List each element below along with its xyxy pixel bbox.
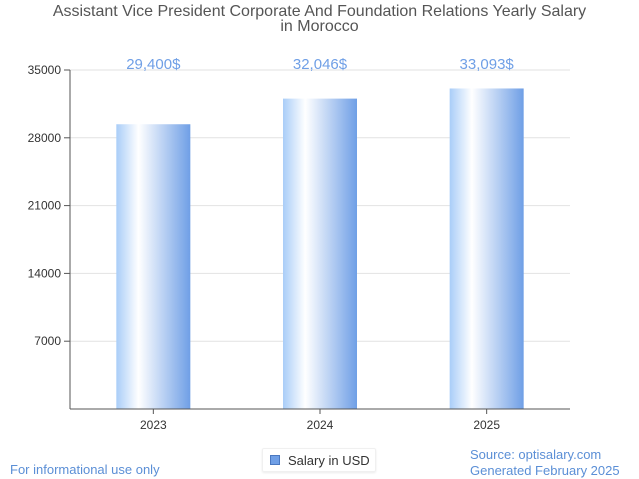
y-tick-label: 35000 — [28, 63, 62, 77]
axes: 7000 14000 21000 28000 35000 2023 2024 2025 — [28, 63, 570, 432]
x-tick-label-2023: 2023 — [140, 418, 167, 432]
legend[interactable]: Salary in USD — [262, 448, 376, 472]
data-labels: 29,400$ 32,046$ 33,093$ — [126, 56, 514, 73]
chart-title-line-1: Assistant Vice President Corporate And F… — [52, 3, 587, 20]
bar-2024 — [283, 98, 357, 409]
chart-title: Assistant Vice President Corporate And F… — [0, 3, 639, 35]
generated-text: Generated February 2025 — [470, 463, 620, 478]
x-tick-label-2024: 2024 — [307, 418, 334, 432]
legend-label: Salary in USD — [288, 452, 370, 468]
bar-2023 — [116, 124, 191, 410]
disclaimer-text: For informational use only — [10, 462, 160, 477]
bar-2025 — [449, 88, 524, 410]
legend-swatch — [270, 455, 280, 465]
x-tick-label-2025: 2025 — [473, 418, 500, 432]
y-tick-label: 21000 — [28, 199, 62, 213]
data-label-2023: 29,400$ — [126, 56, 181, 73]
y-tick-label: 7000 — [34, 334, 61, 348]
data-label-2024: 32,046$ — [293, 56, 348, 73]
y-tick-label: 28000 — [28, 131, 62, 145]
bars — [116, 88, 524, 410]
source-text: Source: optisalary.com — [470, 447, 602, 462]
y-tick-label: 14000 — [28, 266, 62, 280]
chart-title-line-2: in Morocco — [280, 18, 359, 35]
source-info: Source: optisalary.com Generated Februar… — [470, 447, 620, 479]
data-label-2025: 33,093$ — [460, 56, 515, 73]
